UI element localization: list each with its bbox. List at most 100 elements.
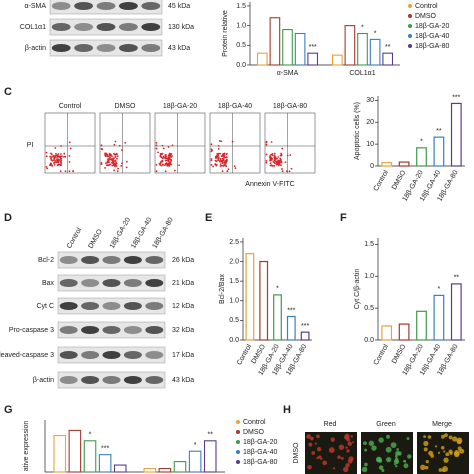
blot-size: 43 kDa [172,377,194,384]
blot-size: 17 kDa [172,352,194,359]
bar [68,429,82,473]
blot-band [96,2,116,10]
bar [203,440,217,473]
cell-spot [424,465,429,470]
flow-dot [226,159,228,162]
bar [357,32,368,66]
flow-dot [277,159,280,162]
flow-dot [225,153,228,156]
cell-spot [364,462,368,467]
cell-spot [381,468,385,473]
flow-dot [210,159,213,162]
legend-label: 18β-GA-40 [243,449,277,456]
blot-size: 21 kDa [172,280,194,287]
blot-band [81,376,100,384]
flow-dot [59,160,62,163]
significance: * [89,432,92,439]
blot-band [59,376,78,384]
flow-dot [265,143,268,146]
flow-dot [114,165,117,168]
flow-dot [111,155,113,158]
blot-band [81,256,100,264]
cell-spot [444,433,448,437]
legend-label: DMSO [415,13,437,20]
legend-label: 18β-GA-20 [415,23,449,30]
cell-spot [314,442,317,445]
cell-spot [443,457,449,463]
y-tick-label: 1.5 [236,3,246,10]
cell-spot [332,467,335,470]
flow-dot [107,164,110,167]
cell-spot [337,455,341,459]
flow-dot [114,140,117,143]
blot-band [59,256,78,264]
flow-dot [161,157,164,160]
bar [282,29,293,66]
flow-dot [217,159,220,162]
significance: * [361,24,364,31]
cell-spot [342,466,349,473]
x-tick-label: DMSO [391,343,408,365]
flow-dot [167,164,170,166]
legend-marker [408,44,412,48]
flow-dot [290,167,293,170]
flow-dot [104,154,106,156]
flow-dot [116,157,118,160]
cell-spot [445,452,450,457]
cell-spot [318,455,322,459]
cell-spot [403,463,409,469]
flow-y-label: PI [27,142,34,149]
flow-dot [57,161,60,164]
flow-dot [210,158,213,160]
bar [98,454,112,473]
flow-dot [225,156,228,159]
blot-label: β-actin [25,45,46,52]
cell-spot [395,464,398,468]
significance: ** [385,44,391,51]
x-tick-label: Control [373,343,391,366]
flow-dot [45,166,48,168]
flow-dot [217,144,220,147]
cell-spot [378,437,384,443]
cell-spot [394,454,398,458]
flow-dot [221,161,224,164]
lane-label: 18β-GA-80 [152,217,175,250]
flow-dot [210,143,213,146]
flow-dot [118,144,121,147]
cell-spot [350,435,354,438]
cell-spot [340,456,344,460]
bar [113,464,127,473]
cell-spot [427,435,432,439]
flow-dot [280,164,282,167]
cell-spot [403,460,406,463]
cell-spot [345,446,348,449]
legend-label: Control [243,419,266,426]
flow-dot [272,161,275,163]
flow-dot [270,164,273,167]
flow-dot [114,159,117,162]
blot-band [123,376,142,384]
cell-spot [385,446,392,453]
cell-spot [363,441,367,446]
flow-dot [120,164,123,167]
bar [294,32,306,66]
flow-dot [270,153,272,156]
blot-size: 43 kDa [168,45,190,52]
cell-spot [441,434,445,439]
blot-size: 32 kDa [172,327,194,334]
flow-dot [271,152,274,155]
y-tick-label: 0.0 [229,337,239,344]
bar [83,440,97,473]
blot-band [145,376,164,384]
cell-spot [346,449,350,453]
flow-dot [59,170,62,173]
flow-dot [108,161,110,164]
flow-dot [168,158,171,161]
significance: * [374,30,377,37]
flow-dot [218,140,221,142]
y-tick-label: 0.5 [229,317,239,324]
flow-dot [270,141,273,143]
cell-spot [316,434,320,439]
x-tick-label: Control [373,169,391,192]
bar [158,467,172,473]
